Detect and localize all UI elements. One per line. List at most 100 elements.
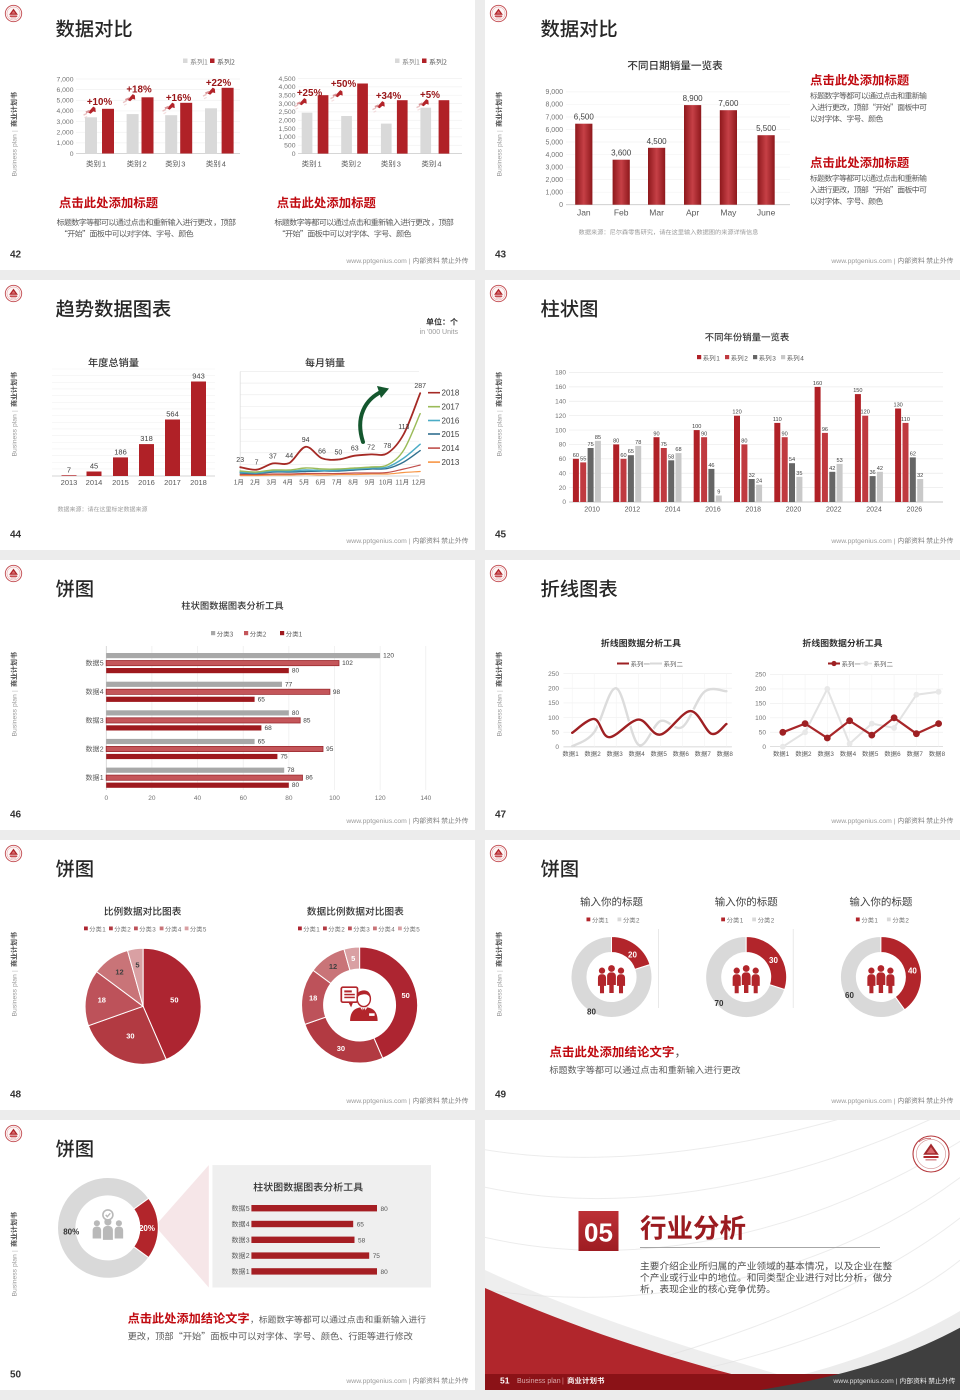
svg-text:Business plan: Business plan (12, 694, 19, 737)
svg-text:20%: 20% (139, 1224, 155, 1233)
svg-text:943: 943 (192, 372, 205, 381)
svg-text:80: 80 (292, 668, 300, 675)
svg-text:Feb: Feb (614, 208, 629, 218)
svg-text:2015: 2015 (112, 478, 129, 487)
svg-text:72: 72 (367, 444, 375, 451)
svg-text:1: 1 (716, 356, 720, 363)
svg-text:60: 60 (240, 795, 248, 802)
svg-text:6,000: 6,000 (545, 127, 563, 134)
svg-text:5: 5 (416, 927, 420, 934)
svg-text:1,000: 1,000 (278, 134, 295, 141)
svg-text:Business plan: Business plan (497, 974, 504, 1017)
svg-text:1: 1 (316, 927, 320, 934)
svg-text:www.pptgenius.com |: www.pptgenius.com | (345, 1098, 410, 1105)
svg-text:50: 50 (401, 991, 409, 1000)
svg-text:8,900: 8,900 (683, 94, 704, 103)
svg-text:2014: 2014 (442, 444, 460, 453)
svg-text:5: 5 (246, 1206, 250, 1213)
svg-text:51: 51 (500, 1376, 510, 1386)
svg-text:4: 4 (437, 160, 441, 169)
svg-text:42: 42 (10, 250, 22, 261)
svg-text:12: 12 (115, 968, 123, 977)
svg-text:1: 1 (100, 775, 104, 782)
svg-text:65: 65 (258, 696, 266, 703)
svg-text:50: 50 (552, 729, 560, 736)
svg-text:Business plan: Business plan (12, 134, 19, 177)
svg-text:1,000: 1,000 (545, 189, 563, 196)
svg-text:37: 37 (269, 453, 277, 460)
svg-text:2015: 2015 (442, 430, 460, 439)
svg-text:www.pptgenius.com |: www.pptgenius.com | (345, 818, 410, 825)
svg-text:1: 1 (740, 918, 744, 925)
svg-text:113: 113 (398, 424, 409, 431)
svg-text:3: 3 (397, 160, 401, 169)
svg-text:7: 7 (67, 465, 71, 474)
svg-text:0: 0 (559, 202, 563, 209)
svg-text:2014: 2014 (665, 507, 681, 514)
svg-text:1: 1 (102, 160, 106, 169)
svg-text:Business plan: Business plan (12, 1254, 19, 1297)
svg-text:7: 7 (919, 751, 923, 758)
svg-text:58: 58 (668, 454, 674, 460)
svg-text:4: 4 (853, 751, 857, 758)
svg-text:2: 2 (357, 160, 361, 169)
svg-text:44: 44 (285, 453, 293, 460)
svg-text:12: 12 (329, 962, 337, 971)
svg-text:2026: 2026 (907, 507, 923, 514)
svg-text:36: 36 (869, 470, 875, 476)
svg-text:+34%: +34% (376, 91, 402, 102)
svg-text:80: 80 (285, 795, 293, 802)
svg-text:46: 46 (708, 463, 714, 469)
svg-text:2: 2 (127, 927, 131, 934)
svg-text:3: 3 (100, 718, 104, 725)
svg-text:2: 2 (905, 918, 909, 925)
svg-text:47: 47 (495, 810, 507, 821)
svg-text:80: 80 (381, 1206, 389, 1213)
svg-text:49: 49 (495, 1090, 507, 1101)
svg-text:75: 75 (373, 1253, 381, 1260)
svg-text:4,500: 4,500 (647, 137, 668, 146)
svg-text:98: 98 (333, 689, 341, 696)
svg-text:8: 8 (942, 751, 946, 758)
svg-text:287: 287 (414, 383, 426, 390)
svg-text:7,000: 7,000 (545, 114, 563, 121)
svg-text:+5%: +5% (420, 90, 440, 101)
svg-text:2: 2 (143, 160, 147, 169)
svg-text:6: 6 (685, 751, 689, 758)
svg-text:4,500: 4,500 (278, 76, 295, 83)
svg-text:5: 5 (875, 751, 879, 758)
svg-text:7,000: 7,000 (56, 76, 73, 83)
svg-text:0: 0 (562, 499, 566, 506)
svg-text:46: 46 (10, 810, 22, 821)
svg-text:4: 4 (391, 927, 395, 934)
svg-text:75: 75 (280, 754, 288, 761)
svg-text:32: 32 (917, 473, 923, 479)
svg-text:2,000: 2,000 (278, 118, 295, 125)
svg-text:90: 90 (701, 431, 707, 437)
svg-text:3: 3 (772, 356, 776, 363)
svg-text:18: 18 (309, 994, 317, 1003)
svg-text:250: 250 (755, 672, 766, 679)
svg-text:3: 3 (619, 751, 623, 758)
svg-text:2013: 2013 (61, 478, 78, 487)
svg-text:23: 23 (236, 457, 244, 464)
svg-text:|: | (12, 690, 19, 692)
svg-text:68: 68 (264, 725, 272, 732)
svg-text:150: 150 (755, 701, 766, 708)
svg-text:120: 120 (732, 410, 741, 416)
svg-text:4: 4 (246, 1222, 250, 1229)
svg-text:5: 5 (663, 751, 667, 758)
svg-text:18: 18 (98, 996, 106, 1005)
svg-text:78: 78 (287, 767, 295, 774)
svg-text:1,500: 1,500 (278, 126, 295, 133)
svg-text:40: 40 (559, 470, 567, 477)
svg-text:40: 40 (194, 795, 202, 802)
svg-text:8: 8 (729, 751, 733, 758)
svg-text:6: 6 (897, 751, 901, 758)
svg-text:|: | (497, 130, 504, 132)
svg-text:2: 2 (100, 746, 104, 753)
svg-text:44: 44 (10, 530, 22, 541)
svg-text:2018: 2018 (745, 507, 761, 514)
svg-text:120: 120 (555, 413, 566, 420)
svg-text:68: 68 (675, 447, 681, 453)
